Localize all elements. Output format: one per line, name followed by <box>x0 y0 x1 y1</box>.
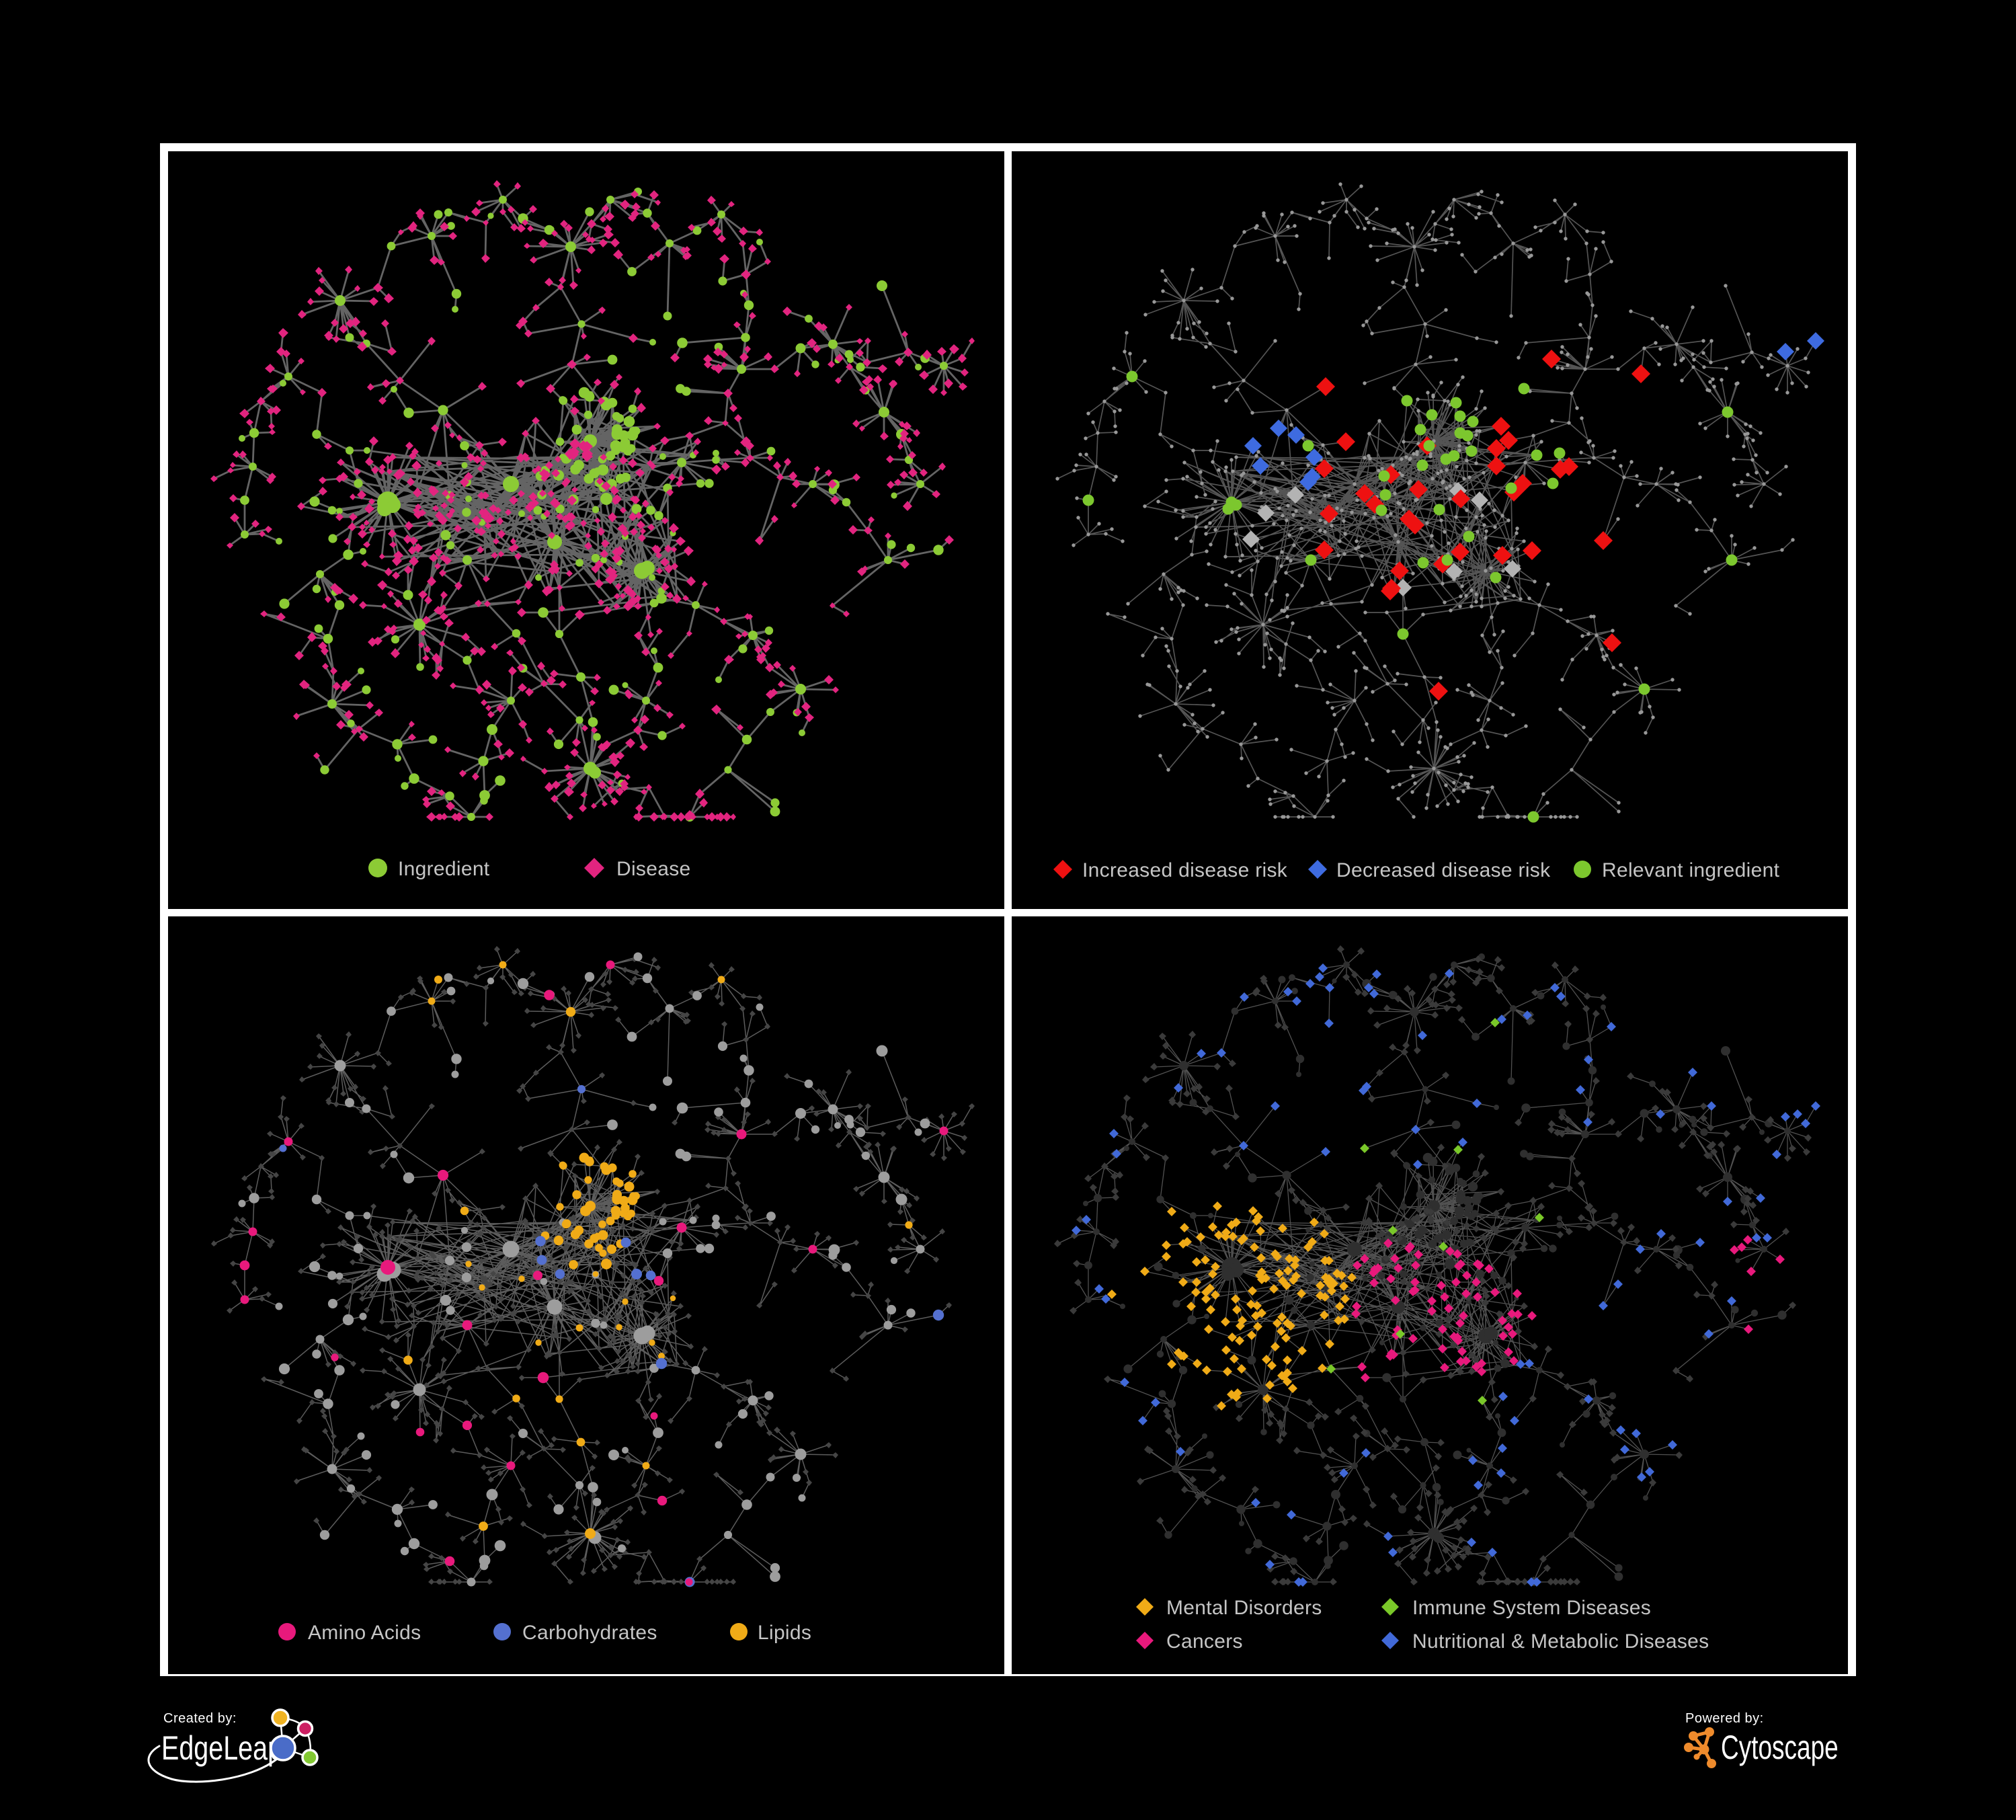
svg-text:Lipids: Lipids <box>758 1622 811 1644</box>
svg-text:Disease: Disease <box>616 858 690 880</box>
svg-text:Immune System Diseases: Immune System Diseases <box>1412 1597 1651 1619</box>
svg-text:Ingredient: Ingredient <box>398 858 490 880</box>
svg-text:Relevant ingredient: Relevant ingredient <box>1602 859 1780 881</box>
svg-text:Mental Disorders: Mental Disorders <box>1166 1597 1322 1619</box>
svg-text:Powered by:: Powered by: <box>1685 1711 1764 1726</box>
svg-text:Cancers: Cancers <box>1166 1630 1243 1653</box>
svg-text:EdgeLeap: EdgeLeap <box>161 1729 282 1768</box>
svg-text:Created by:: Created by: <box>163 1711 237 1726</box>
svg-text:Amino Acids: Amino Acids <box>308 1622 421 1644</box>
svg-text:Carbohydrates: Carbohydrates <box>522 1622 657 1644</box>
svg-text:Nutritional & Metabolic Diseas: Nutritional & Metabolic Diseases <box>1412 1630 1709 1653</box>
svg-text:Cytoscape: Cytoscape <box>1721 1729 1839 1767</box>
svg-text:Decreased disease risk: Decreased disease risk <box>1336 859 1551 881</box>
svg-text:Increased disease risk: Increased disease risk <box>1082 859 1288 881</box>
